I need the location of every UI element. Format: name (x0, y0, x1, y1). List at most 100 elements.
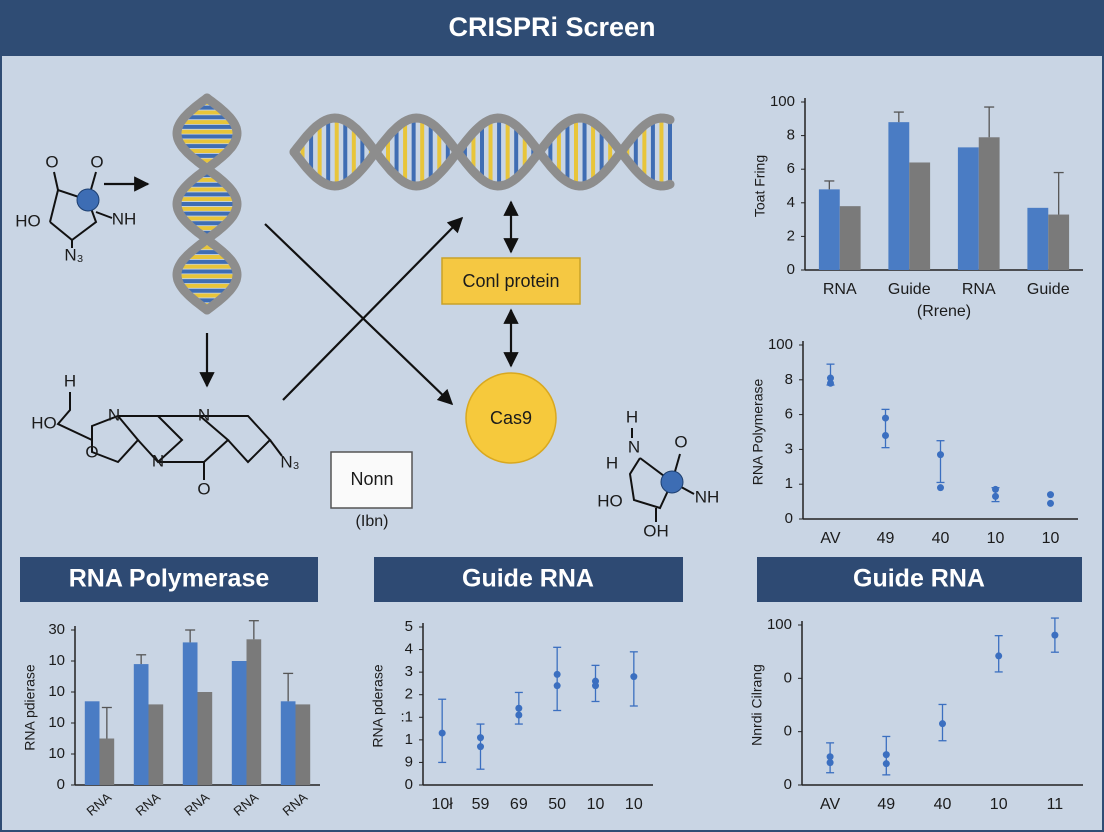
error-bar (984, 106, 995, 138)
bar (148, 704, 164, 785)
y-tick-label: 10 (48, 652, 65, 669)
bond (118, 415, 184, 464)
bond (56, 392, 140, 464)
atom-label: N (108, 405, 120, 424)
y-tick-label: 10 (48, 683, 65, 700)
point (477, 743, 484, 751)
y-axis-label: Nnrdi Cilrang (749, 664, 765, 746)
atom-label: N (198, 405, 210, 424)
panel-header (757, 557, 1082, 602)
error-bar (1053, 171, 1064, 215)
point (992, 485, 999, 493)
y-tick-label: 5 (405, 618, 413, 635)
atom-label: H (64, 371, 76, 390)
atom-label: O (197, 479, 210, 498)
point (1051, 631, 1059, 639)
page-title: CRISPRi Screen (448, 12, 655, 42)
error-bar (893, 111, 904, 123)
bar (1048, 214, 1070, 270)
y-tick-label: 1 (785, 475, 793, 492)
x-tick-label: 10ł (431, 796, 453, 813)
error-bar (824, 180, 835, 190)
panel-title: RNA Polymerase (69, 565, 270, 593)
y-axis-label: RNA Polymerase (750, 378, 766, 485)
x-tick-label: 49 (877, 530, 895, 547)
bond (49, 188, 98, 242)
atom-label: NH (112, 209, 137, 228)
y-tick-label: 3 (405, 663, 413, 680)
bar (84, 701, 100, 785)
helix-strand (172, 93, 242, 315)
molecule-2 (56, 392, 283, 480)
atom-label: O (674, 432, 687, 451)
error-bar (136, 654, 147, 665)
x-tick-label: 10 (625, 796, 643, 813)
panel-header (374, 557, 683, 602)
atom-label: HO (597, 491, 623, 510)
bar (182, 642, 198, 785)
error-bar (101, 706, 112, 739)
helix-strand (289, 113, 675, 191)
bar (280, 701, 296, 785)
y-tick-label: 0 (784, 669, 792, 686)
y-tick-label: :1 (400, 708, 413, 725)
y-tick-label: 4 (405, 641, 413, 658)
x-tick-label: 11 (1047, 796, 1064, 813)
error-bar (936, 440, 945, 484)
atom (660, 470, 684, 494)
panel-header (20, 557, 318, 602)
x-tick-label: 10 (990, 796, 1008, 813)
helix-strand (172, 93, 242, 315)
y-tick-label: 6 (787, 160, 795, 177)
x-tick-label: 40 (934, 796, 952, 813)
y-tick-label: 9 (405, 753, 413, 770)
atom-label: N (628, 437, 640, 456)
atom-label: NH (695, 487, 720, 506)
bar (1027, 207, 1049, 270)
point (992, 492, 999, 500)
x-tick-label: AV (820, 796, 840, 813)
y-tick-label: 8 (787, 127, 795, 144)
x-tick-label: 40 (932, 530, 950, 547)
point (553, 670, 561, 678)
header-bar (0, 0, 1104, 54)
y-tick-label: 3 (785, 440, 793, 457)
atom-label: H (606, 453, 618, 472)
arrow (282, 216, 464, 401)
bar (197, 692, 213, 785)
error-bar (553, 646, 562, 712)
atom-label: O (45, 152, 58, 171)
bar (957, 147, 979, 270)
x-tick-label: 10 (987, 530, 1005, 547)
bar (295, 704, 311, 785)
point (438, 729, 446, 737)
point (1047, 499, 1054, 507)
bond (53, 171, 59, 191)
cas9-circle (465, 372, 557, 464)
error-bar (248, 620, 259, 640)
y-tick-label: 0 (784, 776, 792, 793)
bar (909, 162, 931, 270)
point (939, 720, 946, 728)
atom-label: H (626, 407, 638, 426)
y-tick-label: 4 (787, 194, 795, 211)
point (1047, 491, 1054, 499)
y-tick-label: 1 (405, 731, 413, 748)
y-tick-label: 0 (787, 261, 795, 278)
y-tick-label: 2 (405, 686, 413, 703)
bar (231, 661, 247, 785)
point (515, 711, 523, 719)
protein-label: Conl protein (462, 271, 559, 291)
x-tick-label: AV (820, 530, 840, 547)
point (477, 734, 484, 742)
bond (95, 211, 113, 219)
point (630, 673, 638, 681)
point (882, 760, 890, 768)
frame (0, 52, 1104, 832)
atom-label: HO (15, 211, 41, 230)
x-tick-label: 10 (1042, 530, 1060, 547)
point (882, 414, 889, 422)
protein-box (441, 257, 581, 305)
